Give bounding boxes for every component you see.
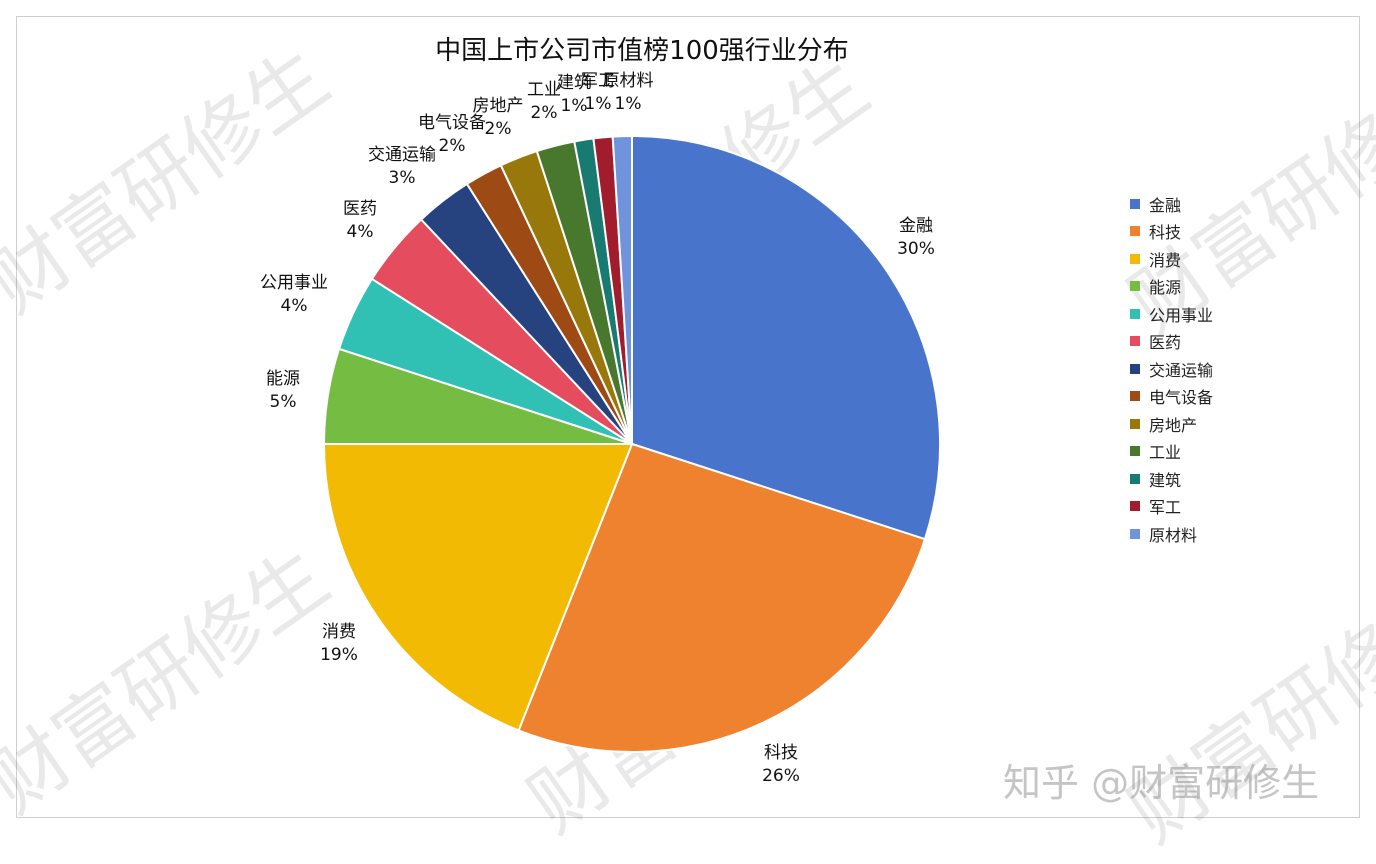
slice-label: 建筑 1% [557,73,591,116]
legend-item: 军工 [1130,493,1213,521]
pie-slice-12 [611,134,633,445]
credit-text: 知乎 @财富研修生 [1003,761,1320,805]
legend-label: 工业 [1149,443,1182,463]
legend-swatch [1130,473,1140,484]
legend-item: 原材料 [1130,520,1213,548]
legend-label: 建筑 [1149,470,1182,490]
legend-swatch [1130,446,1140,457]
legend-label: 交通运输 [1149,360,1214,380]
legend-item: 电气设备 [1130,383,1213,411]
legend-label: 能源 [1149,278,1182,298]
legend-label: 房地产 [1149,415,1198,435]
slice-label: 原材料 1% [602,71,654,114]
slice-label: 金融 30% [897,216,935,259]
legend-item: 房地产 [1130,410,1213,438]
legend-label: 科技 [1149,223,1182,243]
legend-label: 消费 [1149,250,1182,270]
legend-item: 工业 [1130,438,1213,466]
slice-label: 交通运输 3% [368,145,436,188]
legend-swatch [1130,198,1140,209]
slice-label: 医药 4% [343,199,377,242]
legend-swatch [1130,336,1140,347]
chart-title: 中国上市公司市值榜100强行业分布 [435,36,849,66]
slice-label: 消费 19% [320,622,358,665]
legend-label: 金融 [1149,195,1182,215]
legend-swatch [1130,281,1140,292]
pie-slice-2 [322,443,634,732]
legend-item: 能源 [1130,273,1213,301]
legend-item: 交通运输 [1130,355,1213,383]
legend-swatch [1130,501,1140,512]
legend-swatch [1130,308,1140,319]
legend-item: 医药 [1130,328,1213,356]
legend-item: 公用事业 [1130,300,1213,328]
slice-label: 军工 1% [581,71,615,114]
legend-swatch [1130,418,1140,429]
legend-label: 医药 [1149,333,1182,353]
legend-item: 金融 [1130,190,1213,218]
legend-item: 消费 [1130,245,1213,273]
legend-swatch [1130,391,1140,402]
legend-swatch [1130,253,1140,264]
slice-label: 能源 5% [266,369,300,412]
legend-label: 原材料 [1149,525,1198,545]
legend-item: 建筑 [1130,465,1213,493]
legend-swatch [1130,363,1140,374]
pie-slice-0 [631,134,941,541]
slice-label: 公用事业 4% [260,273,328,316]
legend-swatch [1130,528,1140,539]
legend: 金融科技消费能源公用事业医药交通运输电气设备房地产工业建筑军工原材料 [1130,190,1213,548]
legend-swatch [1130,226,1140,237]
legend-item: 科技 [1130,218,1213,246]
legend-label: 军工 [1149,498,1182,518]
legend-label: 公用事业 [1149,305,1214,325]
pie-slice-1 [517,442,927,753]
slice-label: 工业 2% [527,80,561,123]
slice-label: 科技 26% [762,743,800,786]
legend-label: 电气设备 [1149,388,1214,408]
pie-chart [322,134,941,753]
slice-label: 房地产 2% [472,96,524,139]
slice-label: 电气设备 2% [418,113,486,156]
